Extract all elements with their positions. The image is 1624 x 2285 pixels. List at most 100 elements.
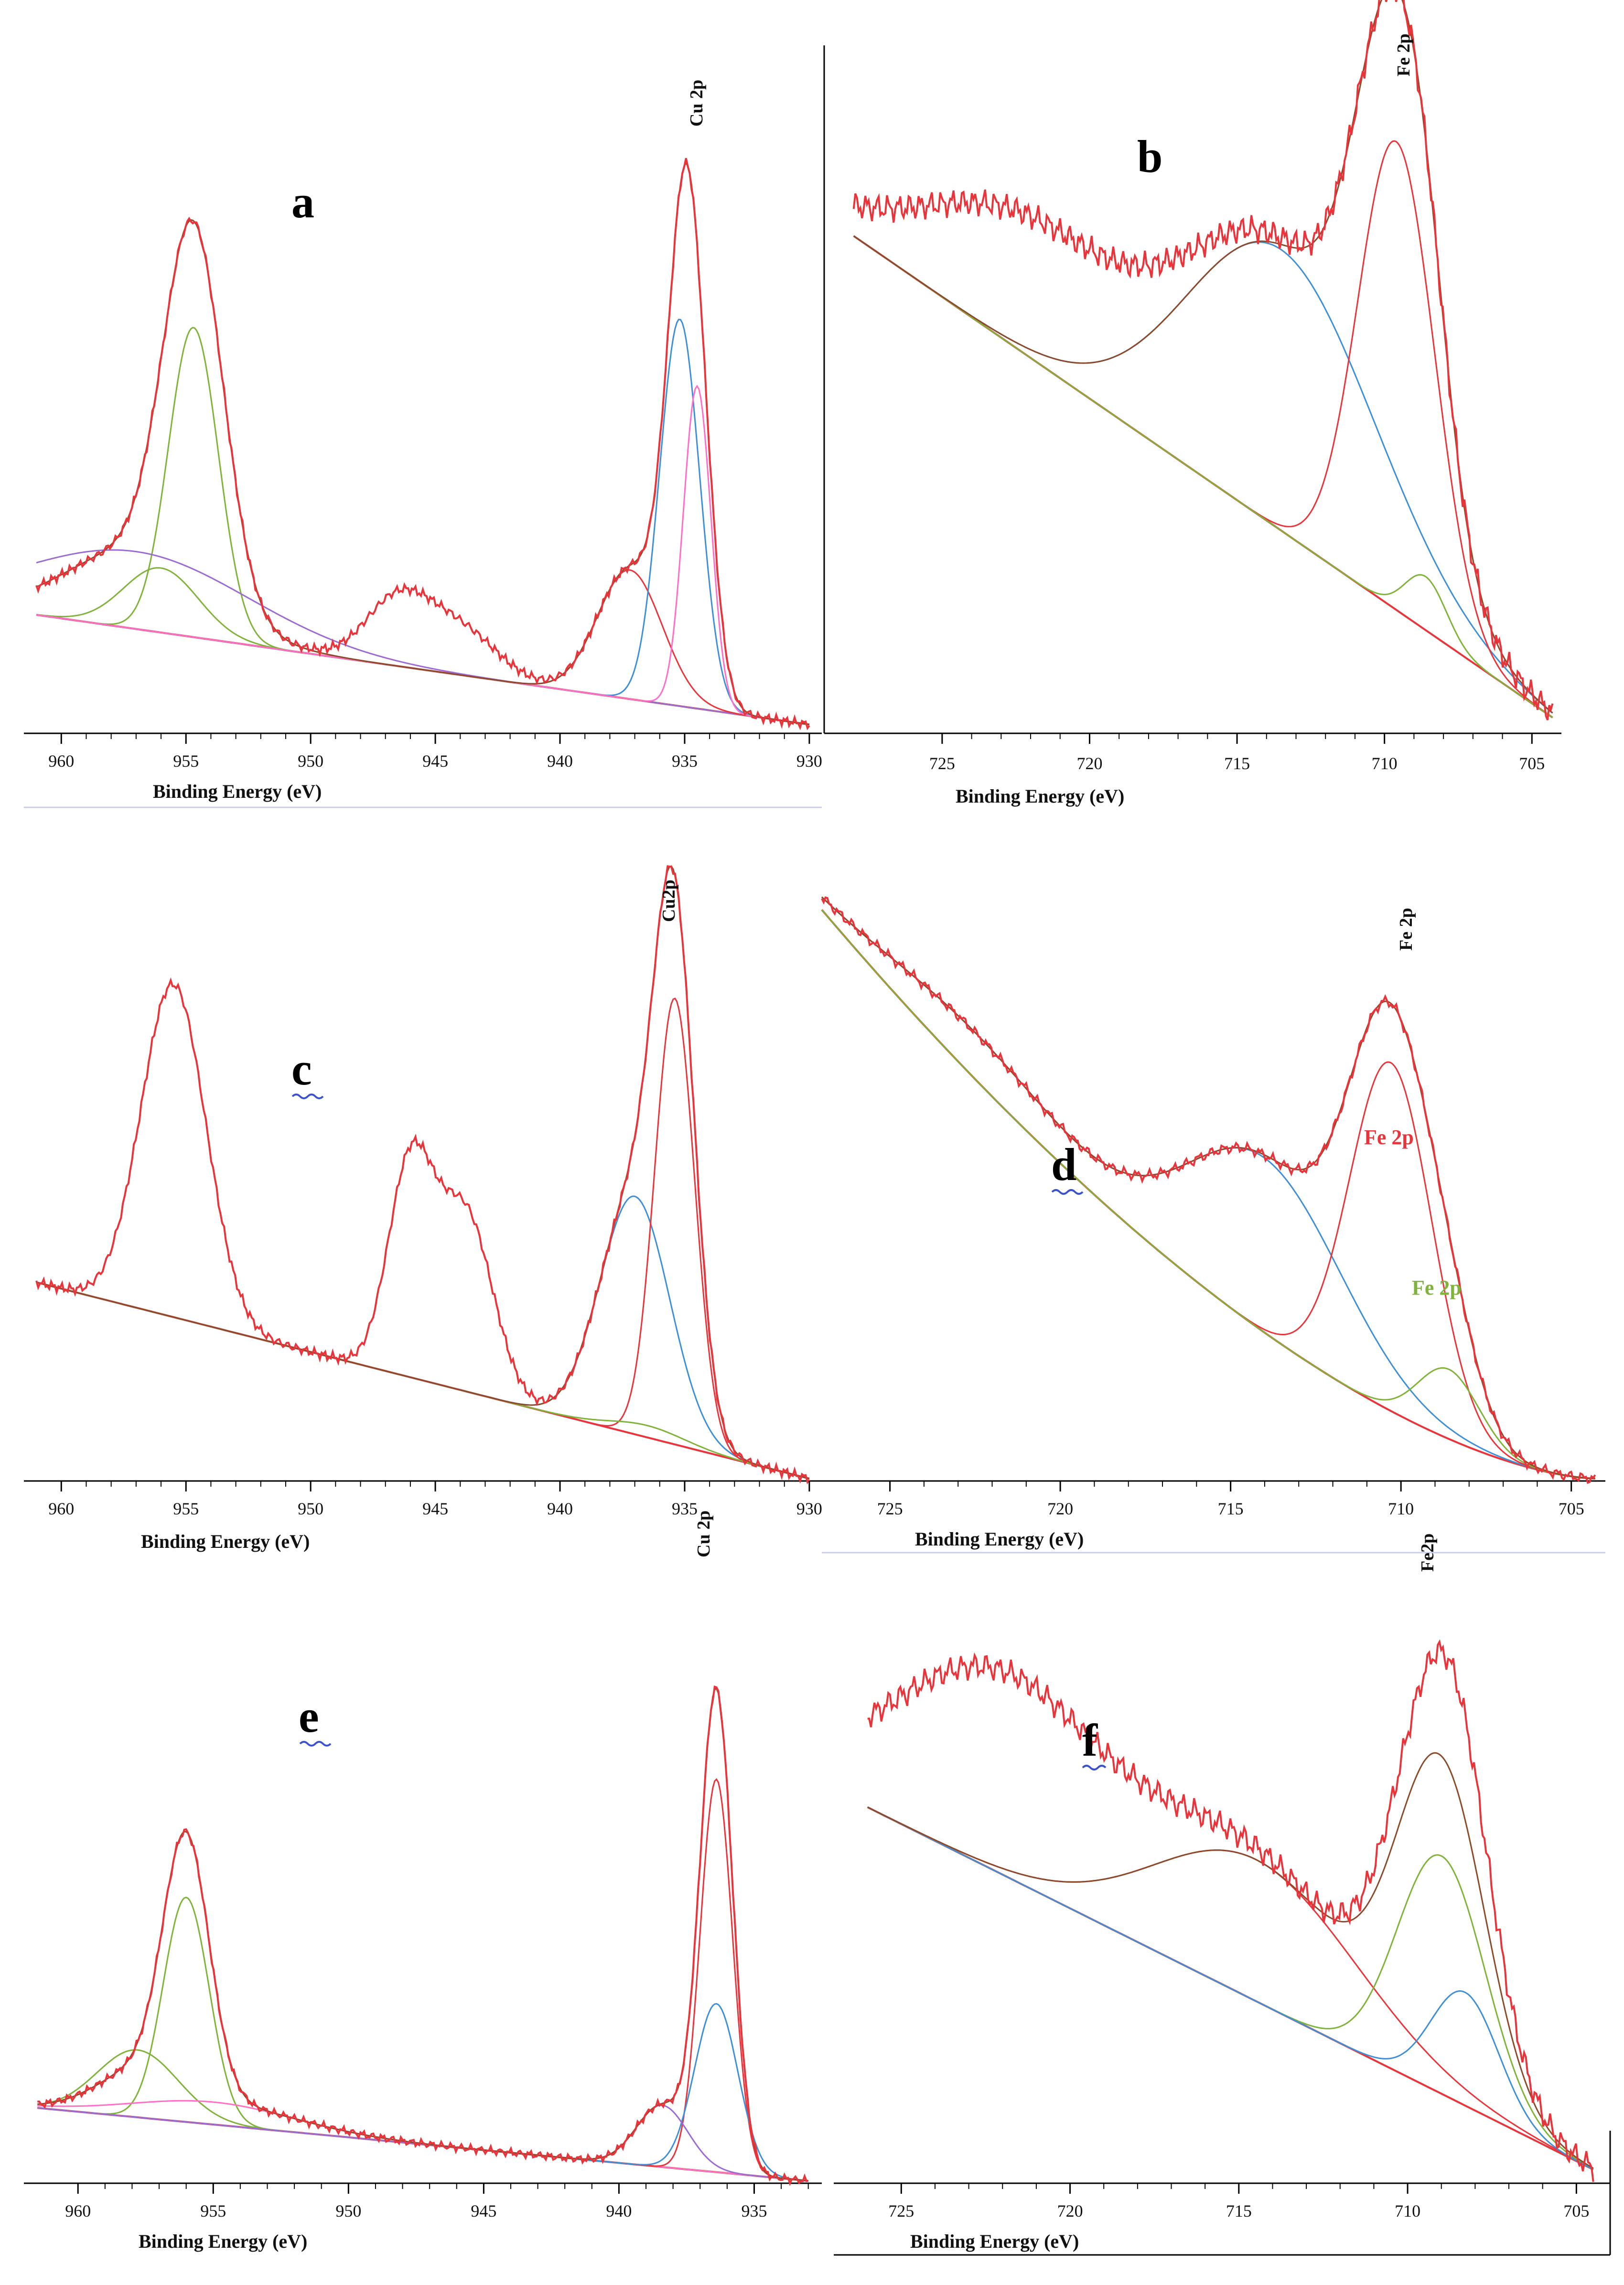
panel-e-tick-label: 945 [471,2201,496,2221]
panel-c-tick-label: 955 [173,1499,199,1518]
panel-f-tick-label: 720 [1057,2201,1083,2221]
panel-a-peak-label: Cu 2p [687,80,707,127]
panel-f-peak-label: Fe2p [1418,1534,1438,1572]
panel-f-spell-underline [1082,1765,1107,1770]
panel-d-tick-label: 705 [1559,1499,1584,1518]
panel-f-tick-label: 725 [888,2201,914,2221]
panel-e-fit-envelope [37,1687,808,2182]
panel-e-tick-labels: 960 955 950 945 940 935 [65,2183,809,2221]
panel-e-tick-label: 940 [606,2201,632,2221]
panel-d-component-1 [821,896,1595,1480]
panel-d-component-label-green: Fe 2p [1412,1276,1462,1299]
panel-c-x-title: Binding Energy (eV) [141,1531,310,1552]
panel-d-component-label-red: Fe 2p [1364,1126,1414,1149]
panel-a-component-3 [36,549,810,725]
panel-d-fit-envelope [821,896,1595,1480]
panel-c-tick-label: 950 [298,1499,323,1518]
panel-c-letter: c [291,1043,312,1094]
panel-c-component-2 [36,997,810,1480]
panel-c-spectrum [35,865,810,1484]
panel-b-tick-label: 715 [1224,754,1250,773]
panel-f-tick-labels: 725 720 715 710 705 [888,2183,1589,2221]
panel-f-x-title: Binding Energy (eV) [910,2231,1079,2252]
panel-a-tick-label: 935 [672,751,698,771]
panel-a-tick-label: 955 [173,751,199,771]
panel-f-spectrum [867,1639,1594,2182]
panel-a-curves [35,158,810,730]
panel-d-tick-label: 715 [1218,1499,1244,1518]
panel-b-tick-labels: 725 720 715 710 705 [929,733,1545,773]
panel-c-tick-label: 940 [547,1499,573,1518]
panel-a-tick-labels: 960 955 950 945 940 935 930 [48,733,822,771]
panel-b-tick-label: 720 [1076,754,1102,773]
panel-d-letter: d [1051,1139,1076,1190]
panel-f-tick-label: 710 [1395,2201,1420,2221]
panel-a-component-5 [36,319,810,725]
panel-c-tick-label: 960 [48,1499,74,1518]
panel-a [24,732,822,808]
panel-b [823,45,1561,734]
panel-e-spectrum [37,1685,809,2186]
panel-e-tick-label: 960 [65,2201,91,2221]
panel-b-tick-label: 705 [1519,754,1545,773]
panel-c-peak-label: Cu2p [659,880,679,922]
panel-a-component-1 [36,327,810,725]
panel-a-letter: a [291,176,314,227]
panel-c-tick-labels: 960 955 950 945 940 935 930 [48,1481,822,1518]
panel-c-tick-label: 935 [672,1499,698,1518]
panel-e-tick-label: 955 [200,2201,226,2221]
panel-d-spell-underline [1051,1189,1084,1195]
panel-d-tick-label: 710 [1388,1499,1414,1518]
panel-f-tick-label: 715 [1226,2201,1252,2221]
panel-a-spectrum [35,158,810,730]
panel-a-tick-label: 945 [422,751,448,771]
panel-a-fit-envelope [36,162,810,725]
panel-f [834,2131,1611,2256]
panel-d-curves [821,896,1596,1484]
panel-f-component-3 [867,1806,1594,2170]
panel-a-tick-label: 960 [48,751,74,771]
panel-a-component-4 [36,569,810,725]
panel-a-tick-label: 950 [298,751,323,771]
panel-b-x-title: Binding Energy (eV) [956,785,1124,807]
panel-a-tick-label: 940 [547,751,573,771]
panel-e-tick-label: 950 [335,2201,361,2221]
panel-f-curves [867,1639,1594,2182]
spectra-curves [35,0,1596,2186]
panel-c-spell-underline [291,1094,324,1099]
panel-a-tick-label: 930 [796,751,822,771]
panel-d-tick-labels: 725 720 715 710 705 [877,1481,1584,1518]
panel-d-component-3 [821,909,1595,1480]
panel-f-tick-label: 705 [1563,2201,1589,2221]
panel-b-curves [852,0,1554,720]
panel-d-tick-label: 725 [877,1499,903,1518]
panel-b-peak-label: Fe 2p [1394,33,1414,76]
panel-d [822,1480,1605,1554]
panel-d-peak-label: Fe 2p [1396,908,1416,951]
panel-a-x-title: Binding Energy (eV) [153,781,322,802]
panel-e-component-6 [37,2104,808,2182]
panel-c-tick-label: 945 [422,1499,448,1518]
panel-b-component-3 [853,235,1553,719]
panel-b-tick-label: 725 [929,754,955,773]
panel-d-x-title: Binding Energy (eV) [915,1528,1084,1550]
panel-c-fit-envelope [36,865,810,1480]
panel-e-letter: e [299,1691,319,1742]
panel-b-tick-label: 710 [1372,754,1398,773]
panel-d-spectrum [821,896,1596,1484]
panel-e-x-title: Binding Energy (eV) [139,2231,307,2252]
panel-e-spell-underline [299,1741,332,1747]
panel-c-tick-label: 930 [796,1499,822,1518]
panel-f-letter: f [1082,1715,1098,1766]
panel-e-curves [37,1685,809,2186]
panel-d-tick-label: 720 [1047,1499,1073,1518]
panel-e-tick-label: 935 [741,2201,767,2221]
panel-b-spectrum [852,0,1554,720]
panel-c-component-1 [36,1195,810,1480]
panel-e-component-2 [37,2049,808,2182]
panel-f-fit-envelope [867,1752,1594,2169]
panel-e-peak-label: Cu 2p [694,1511,714,1557]
panel-b-letter: b [1137,131,1162,182]
panel-c-curves [35,865,810,1484]
